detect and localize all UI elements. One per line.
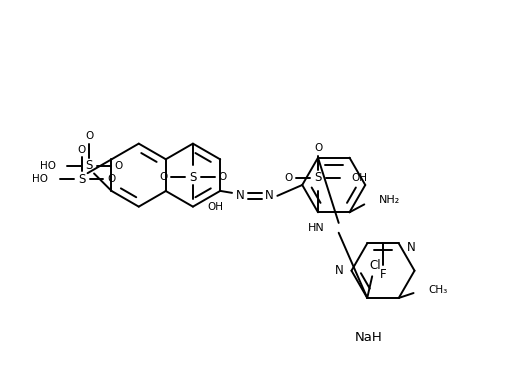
- Text: S: S: [85, 159, 92, 172]
- Text: O: O: [313, 143, 322, 153]
- Text: O: O: [114, 160, 123, 171]
- Text: O: O: [77, 145, 86, 155]
- Text: HO: HO: [32, 174, 48, 184]
- Text: N: N: [265, 189, 273, 202]
- Text: O: O: [107, 174, 115, 184]
- Text: O: O: [85, 131, 93, 141]
- Text: OH: OH: [351, 173, 367, 183]
- Text: HO: HO: [39, 160, 56, 171]
- Text: N: N: [406, 241, 415, 254]
- Text: O: O: [218, 172, 226, 182]
- Text: NaH: NaH: [354, 331, 381, 344]
- Text: F: F: [379, 268, 385, 282]
- Text: S: S: [189, 171, 196, 184]
- Text: OH: OH: [207, 202, 223, 212]
- Text: N: N: [235, 189, 244, 202]
- Text: S: S: [78, 173, 85, 185]
- Text: HN: HN: [308, 223, 324, 233]
- Text: N: N: [334, 264, 343, 277]
- Text: NH₂: NH₂: [378, 195, 399, 205]
- Text: S: S: [314, 171, 321, 184]
- Text: Cl: Cl: [369, 259, 380, 272]
- Text: O: O: [284, 173, 292, 183]
- Text: CH₃: CH₃: [427, 285, 447, 295]
- Text: O: O: [159, 172, 167, 182]
